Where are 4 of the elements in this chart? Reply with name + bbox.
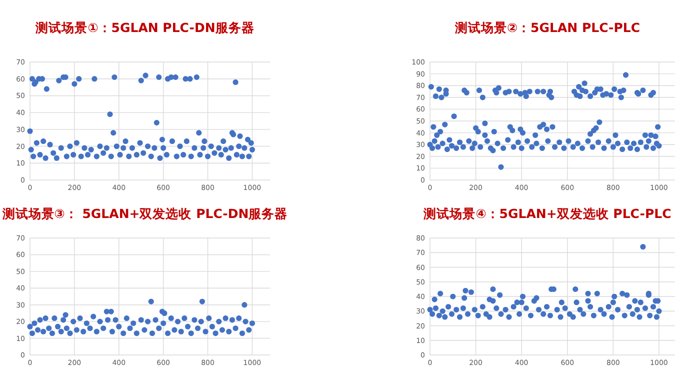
chart-title: 测试场景①：5GLAN PLC-DN服务器 xyxy=(34,20,254,35)
chart-title: 测试场景④：5GLAN+双发选收 PLC-PLC xyxy=(422,206,672,221)
chart-title: 测试场景③： 5GLAN+双发选收 PLC-DN服务器 xyxy=(1,206,288,221)
chart-title: 测试场景②：5GLAN PLC-PLC xyxy=(454,20,640,35)
